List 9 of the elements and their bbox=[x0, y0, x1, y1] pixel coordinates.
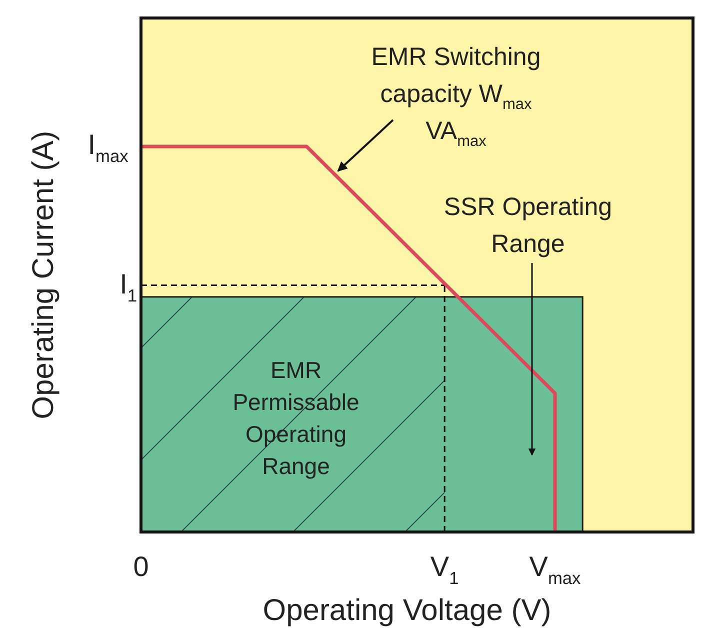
ref-line-label: I$_{1}$ bbox=[120, 268, 137, 305]
x-tick-label: V$_{max}$ bbox=[529, 551, 582, 588]
x-axis-title: Operating Voltage (V) bbox=[262, 594, 552, 627]
text: EMR Switching capacity W$_{max}$ VA$_{max}$ bbox=[371, 43, 541, 150]
x-tick-label: 0 bbox=[133, 551, 149, 582]
x-tick-label: V$_{1}$ bbox=[430, 551, 459, 588]
text: I$_{max}$ bbox=[88, 129, 129, 166]
y-axis-title: Operating Current (A) bbox=[27, 130, 60, 420]
annotation: SSR Operating Range bbox=[444, 193, 612, 258]
